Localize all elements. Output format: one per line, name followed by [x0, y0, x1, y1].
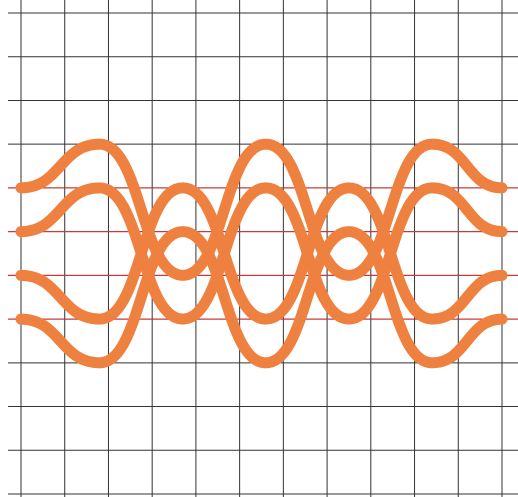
- wave-line: [15, 182, 508, 325]
- wave-line: [15, 138, 508, 281]
- wave-line: [15, 182, 508, 325]
- wave-line: [15, 226, 508, 369]
